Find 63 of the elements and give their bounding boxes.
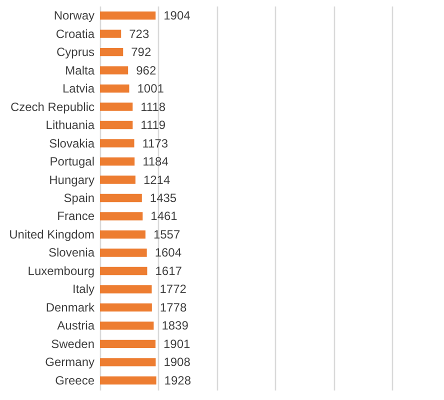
y-tick-label: Hungary [49,172,94,187]
y-tick-label: Portugal [50,154,94,169]
bar [100,139,134,148]
bar [100,30,122,38]
y-tick-label: Germany [45,355,94,370]
data-label: 1778 [160,300,187,314]
bar [100,157,135,166]
bar [100,48,124,56]
data-label: 1772 [160,282,187,296]
data-label: 1604 [154,246,182,260]
data-label: 1617 [155,264,182,278]
bar [100,120,133,130]
data-label: 1461 [150,209,178,224]
bar [100,84,130,93]
data-label: 1001 [137,82,164,96]
data-label: 723 [129,26,150,41]
y-tick-label: Malta [65,63,95,78]
data-label: 1118 [140,100,166,114]
y-tick-label: Greece [55,373,95,388]
bar [100,266,148,276]
y-tick-label: United Kingdom [9,227,94,242]
data-label: 1435 [150,191,177,205]
bar [100,176,136,184]
data-label: 792 [131,45,152,60]
bar [100,66,128,74]
y-tick-label: Austria [57,318,95,333]
data-label: 1184 [142,154,169,169]
y-tick-label: Cyprus [56,45,94,60]
y-tick-label: Croatia [56,26,95,41]
y-tick-label: Norway [54,8,94,23]
bar [100,376,156,385]
data-label: 962 [136,63,156,78]
bar [100,11,156,20]
y-tick-label: France [57,209,95,224]
y-tick-label: Czech Republic [10,100,94,114]
bar [100,248,147,257]
bar [100,340,156,348]
bar [100,303,152,312]
data-label: 1173 [142,136,168,150]
bar [100,102,133,111]
y-tick-label: Spain [64,191,94,205]
y-tick-label: Denmark [46,300,96,314]
bar [100,285,152,294]
data-label: 1908 [164,355,191,370]
y-tick-label: Italy [72,282,94,296]
bar [100,358,156,366]
data-label: 1928 [164,373,192,388]
data-label: 1557 [153,227,180,242]
y-tick-label: Slovenia [48,246,95,260]
y-tick-label: Slovakia [49,136,95,150]
y-tick-label: Lithuania [46,118,95,132]
bar [100,212,143,220]
bar [100,230,146,239]
y-tick-label: Luxembourg [28,264,94,278]
bar [100,194,142,202]
bar [100,322,154,330]
y-tick-label: Latvia [62,82,95,96]
data-label: 1904 [164,8,191,23]
data-label: 1214 [143,172,170,187]
data-label: 1119 [140,118,166,132]
y-tick-label: Sweden [51,336,94,351]
data-label: 1901 [164,336,191,351]
data-label: 1839 [162,318,189,333]
